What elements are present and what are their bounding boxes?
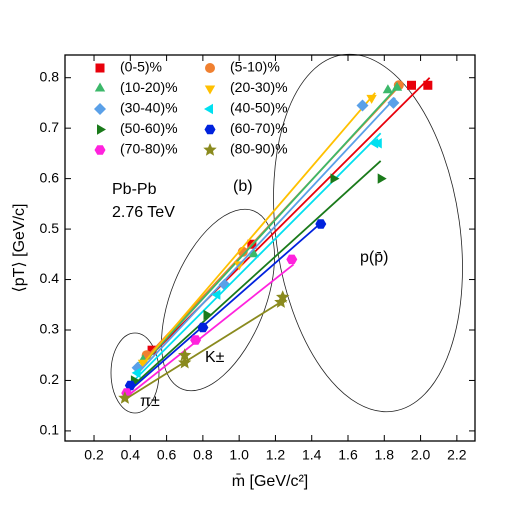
fit-line xyxy=(135,97,396,377)
data-point xyxy=(391,81,403,91)
fit-line xyxy=(138,84,400,369)
y-tick-label: 0.5 xyxy=(40,220,60,236)
data-point xyxy=(137,359,149,369)
legend-marker xyxy=(94,82,106,92)
x-tick-label: 0.8 xyxy=(193,447,213,463)
data-point xyxy=(423,80,433,90)
x-tick-label: 2.0 xyxy=(411,447,431,463)
data-point xyxy=(315,219,327,229)
kaon-ellipse xyxy=(161,208,275,392)
legend-label: (10-20)% xyxy=(120,79,178,95)
annotation: K± xyxy=(205,349,225,366)
data-point xyxy=(407,80,417,90)
data-point xyxy=(197,322,209,333)
y-tick-label: 0.3 xyxy=(40,321,60,337)
legend-marker xyxy=(204,85,216,95)
data-point xyxy=(190,335,202,345)
legend-marker xyxy=(94,103,106,115)
x-tick-label: 1.0 xyxy=(229,447,249,463)
legend-marker xyxy=(97,124,106,135)
legend-label: (80-90)% xyxy=(230,141,288,157)
data-point xyxy=(211,289,221,300)
data-point xyxy=(203,309,213,321)
legend-label: (70-80)% xyxy=(120,141,178,157)
y-axis-label: ⟨pT⟩ [GeV/c] xyxy=(11,204,28,293)
y-tick-label: 0.4 xyxy=(40,270,60,286)
fit-line xyxy=(133,132,382,382)
x-tick-label: 1.6 xyxy=(338,447,358,463)
data-point xyxy=(131,367,141,379)
data-point xyxy=(377,173,387,184)
x-tick-label: 1.2 xyxy=(266,447,286,463)
fit-line xyxy=(124,263,295,399)
legend-label: (30-40)% xyxy=(120,100,178,116)
y-tick-label: 0.1 xyxy=(40,422,60,438)
data-point xyxy=(366,94,377,104)
legend-marker xyxy=(203,143,217,156)
x-axis-label: m̄ [GeV/c²] xyxy=(232,473,308,490)
annotation: (b) xyxy=(233,178,253,195)
data-point xyxy=(178,355,192,369)
x-tick-label: 1.8 xyxy=(375,447,395,463)
legend-label: (40-50)% xyxy=(230,100,288,116)
fit-line xyxy=(129,160,382,389)
data-point xyxy=(330,173,340,184)
data-point xyxy=(387,96,400,109)
y-tick-label: 0.7 xyxy=(40,119,60,135)
data-point xyxy=(124,380,136,391)
legend-label: (20-30)% xyxy=(230,79,288,95)
fit-line xyxy=(126,220,324,394)
annotation: π± xyxy=(140,393,160,410)
data-point xyxy=(178,348,192,361)
x-tick-label: 2.2 xyxy=(447,447,467,463)
data-point xyxy=(274,295,288,308)
y-tick-label: 0.6 xyxy=(40,169,60,185)
legend-label: (50-60)% xyxy=(120,120,178,136)
legend-label: (60-70)% xyxy=(230,120,288,136)
data-point xyxy=(382,84,394,94)
x-tick-label: 1.4 xyxy=(302,447,322,463)
data-point xyxy=(276,290,290,303)
annotation: 2.76 TeV xyxy=(112,204,175,221)
legend-label: (5-10)% xyxy=(230,59,280,75)
data-point xyxy=(372,138,382,149)
x-tick-label: 0.6 xyxy=(157,447,177,463)
legend-marker xyxy=(205,63,215,73)
legend-label: (0-5)% xyxy=(120,59,162,75)
data-point xyxy=(356,99,369,112)
data-point xyxy=(248,248,259,258)
x-tick-label: 0.4 xyxy=(121,447,141,463)
legend-marker xyxy=(204,124,216,135)
x-tick-label: 0.2 xyxy=(84,447,104,463)
legend-marker xyxy=(94,145,106,155)
data-point xyxy=(286,254,298,265)
y-tick-label: 0.2 xyxy=(40,371,60,387)
data-point xyxy=(118,391,132,404)
plot-frame xyxy=(64,54,476,442)
y-tick-label: 0.8 xyxy=(40,68,60,84)
fit-line xyxy=(122,298,285,402)
legend-marker xyxy=(95,63,105,73)
pion-ellipse xyxy=(110,332,160,414)
annotation: Pb-Pb xyxy=(112,181,157,198)
annotation: p(p̄) xyxy=(360,249,388,266)
fit-line xyxy=(138,92,376,369)
legend-marker xyxy=(204,103,213,115)
